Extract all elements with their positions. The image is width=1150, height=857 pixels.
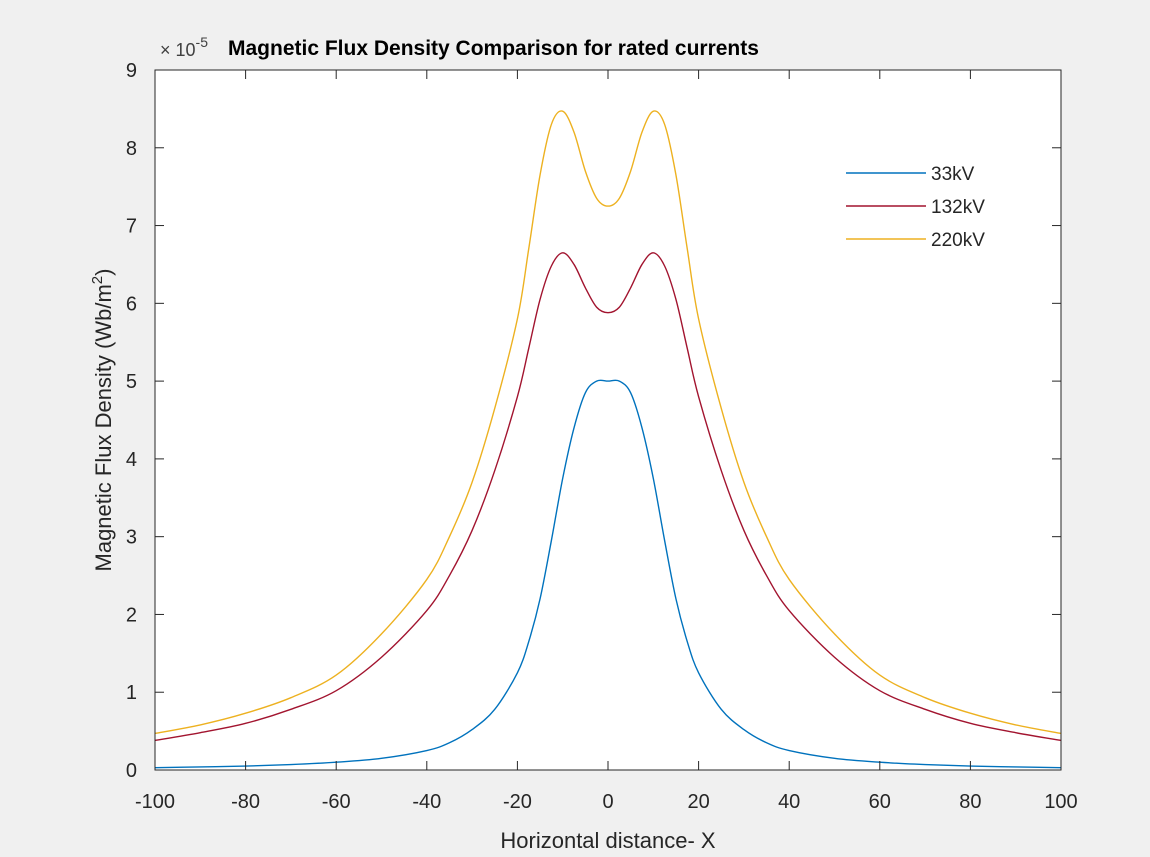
x-tick-label: 0 [602, 791, 613, 813]
legend: 33kV 132kV 220kV [846, 164, 985, 251]
y-tick-label: 3 [126, 527, 137, 549]
x-tick-label: -80 [231, 791, 260, 813]
x-tick-label: -60 [322, 791, 351, 813]
y-tick-label: 6 [126, 293, 137, 315]
x-tick-label: -100 [135, 791, 175, 813]
y-tick-label: 1 [126, 682, 137, 704]
y-tick-label: 8 [126, 138, 137, 160]
x-tick-label: -20 [503, 791, 532, 813]
y-tick-layer: 0 1 2 3 4 5 6 7 8 9 [126, 60, 1061, 782]
series-line-33kv [154, 379, 1062, 769]
x-tick-label: 20 [687, 791, 709, 813]
x-tick-label: 40 [778, 791, 800, 813]
x-axis-label: Horizontal distance- X [500, 828, 716, 853]
legend-label-220kv: 220kV [931, 230, 985, 251]
y-tick-label: 7 [126, 216, 137, 238]
x-tick-label: 80 [959, 791, 981, 813]
y-tick-label: 9 [126, 60, 137, 82]
x-tick-label: 100 [1044, 791, 1077, 813]
y-tick-label: 2 [126, 604, 137, 626]
plot-area [155, 70, 1061, 770]
series-line-220kv [154, 110, 1062, 735]
y-tick-label: 0 [126, 760, 137, 782]
x-tick-label: 60 [869, 791, 891, 813]
y-tick-label: 4 [126, 449, 137, 471]
x-tick-label: -40 [412, 791, 441, 813]
legend-label-33kv: 33kV [931, 164, 975, 185]
series-layer [154, 110, 1062, 769]
y-axis-label: Magnetic Flux Density (Wb/m2) [89, 269, 116, 572]
chart-title: Magnetic Flux Density Comparison for rat… [228, 37, 759, 60]
series-line-132kv [154, 252, 1062, 742]
y-axis-exponent: × 10-5 [160, 34, 208, 60]
legend-label-132kv: 132kV [931, 197, 985, 218]
x-tick-layer: -100 -80 -60 -40 -20 0 20 40 60 80 100 [135, 70, 1078, 813]
y-tick-label: 5 [126, 371, 137, 393]
